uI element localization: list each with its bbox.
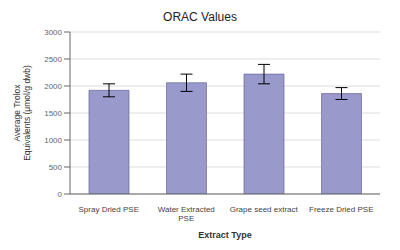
svg-text:Spray Dried PSE: Spray Dried PSE <box>79 205 139 214</box>
svg-text:Freeze Dried PSE: Freeze Dried PSE <box>309 205 373 214</box>
html-text:ORAC Values: ORAC Values <box>163 10 237 24</box>
svg-text:1500: 1500 <box>44 109 62 118</box>
svg-text:0: 0 <box>58 190 63 199</box>
svg-text:1000: 1000 <box>44 136 62 145</box>
svg-text:Water ExtractedPSE: Water ExtractedPSE <box>158 205 215 223</box>
svg-text:Average TroloxEquivalents (μmo: Average TroloxEquivalents (μmol/g dwb) <box>12 65 32 161</box>
svg-text:3000: 3000 <box>44 28 62 37</box>
svg-text:2000: 2000 <box>44 82 62 91</box>
svg-text:Extract Type: Extract Type <box>198 230 251 240</box>
svg-text:Grape seed extract: Grape seed extract <box>230 205 299 214</box>
svg-text:500: 500 <box>49 163 63 172</box>
svg-text:2500: 2500 <box>44 55 62 64</box>
